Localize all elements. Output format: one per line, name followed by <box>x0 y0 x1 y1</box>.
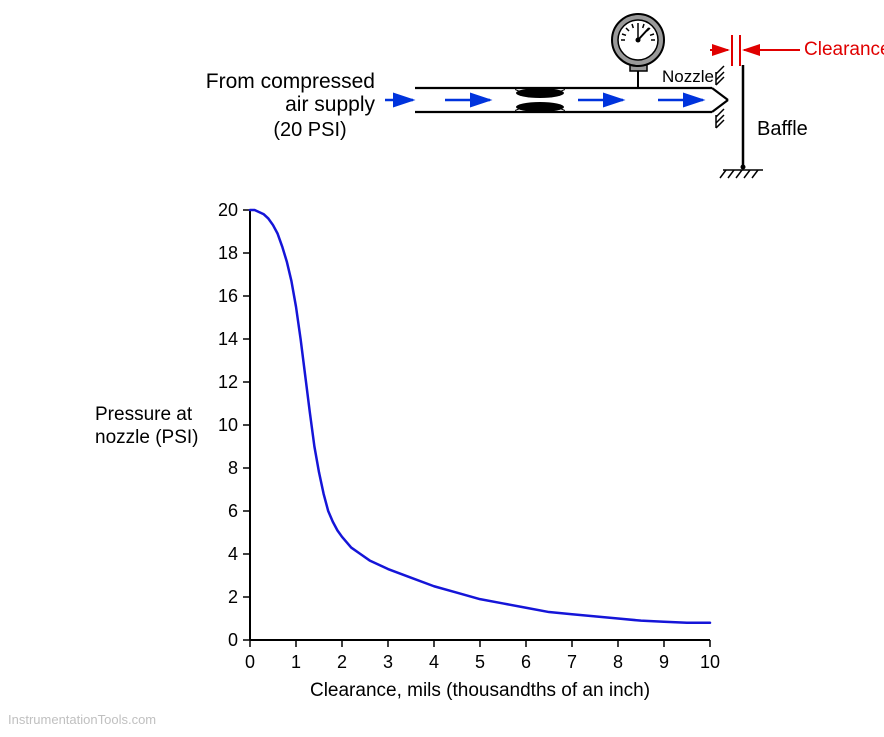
x-tick-label: 6 <box>521 652 531 672</box>
watermark-text: InstrumentationTools.com <box>8 712 156 727</box>
x-axis-label: Clearance, mils (thousandths of an inch) <box>310 680 650 701</box>
y-tick-label: 14 <box>218 329 238 349</box>
baffle-label: Baffle <box>757 118 808 140</box>
baffle-ground-icon <box>720 170 763 178</box>
y-tick-label: 18 <box>218 243 238 263</box>
x-tick-label: 3 <box>383 652 393 672</box>
y-tick-label: 0 <box>228 630 238 650</box>
data-line <box>250 210 710 623</box>
clearance-label: Clearance <box>804 39 884 60</box>
y-tick-label: 12 <box>218 372 238 392</box>
x-tick-label: 8 <box>613 652 623 672</box>
supply-pressure: (20 PSI) <box>273 119 346 141</box>
x-tick-label: 5 <box>475 652 485 672</box>
pressure-gauge-icon <box>612 14 664 66</box>
y-tick-label: 4 <box>228 544 238 564</box>
baffle-pivot-icon <box>741 165 746 170</box>
chart-svg: 01234567891002468101214161820Clearance, … <box>0 200 884 720</box>
pressure-vs-clearance-chart: 01234567891002468101214161820Clearance, … <box>0 200 884 700</box>
nozzle-label: Nozzle <box>662 67 714 86</box>
diagram-svg: From compressed air supply (20 PSI) <box>0 10 884 200</box>
pneumatic-diagram: From compressed air supply (20 PSI) <box>0 10 884 190</box>
y-axis-label-2: nozzle (PSI) <box>95 427 198 448</box>
x-tick-label: 2 <box>337 652 347 672</box>
y-tick-label: 8 <box>228 458 238 478</box>
clearance-indicator <box>710 35 800 66</box>
orifice-restrictor <box>515 88 565 112</box>
x-tick-label: 0 <box>245 652 255 672</box>
x-tick-label: 10 <box>700 652 720 672</box>
y-tick-label: 10 <box>218 415 238 435</box>
y-tick-label: 20 <box>218 200 238 220</box>
y-tick-label: 6 <box>228 501 238 521</box>
x-tick-label: 9 <box>659 652 669 672</box>
supply-label-2: air supply <box>285 93 375 116</box>
y-tick-label: 2 <box>228 587 238 607</box>
y-tick-label: 16 <box>218 286 238 306</box>
supply-label-1: From compressed <box>206 70 375 93</box>
y-axis-label-1: Pressure at <box>95 404 193 425</box>
figure-container: From compressed air supply (20 PSI) <box>0 0 884 737</box>
x-tick-label: 7 <box>567 652 577 672</box>
x-tick-label: 4 <box>429 652 439 672</box>
x-tick-label: 1 <box>291 652 301 672</box>
